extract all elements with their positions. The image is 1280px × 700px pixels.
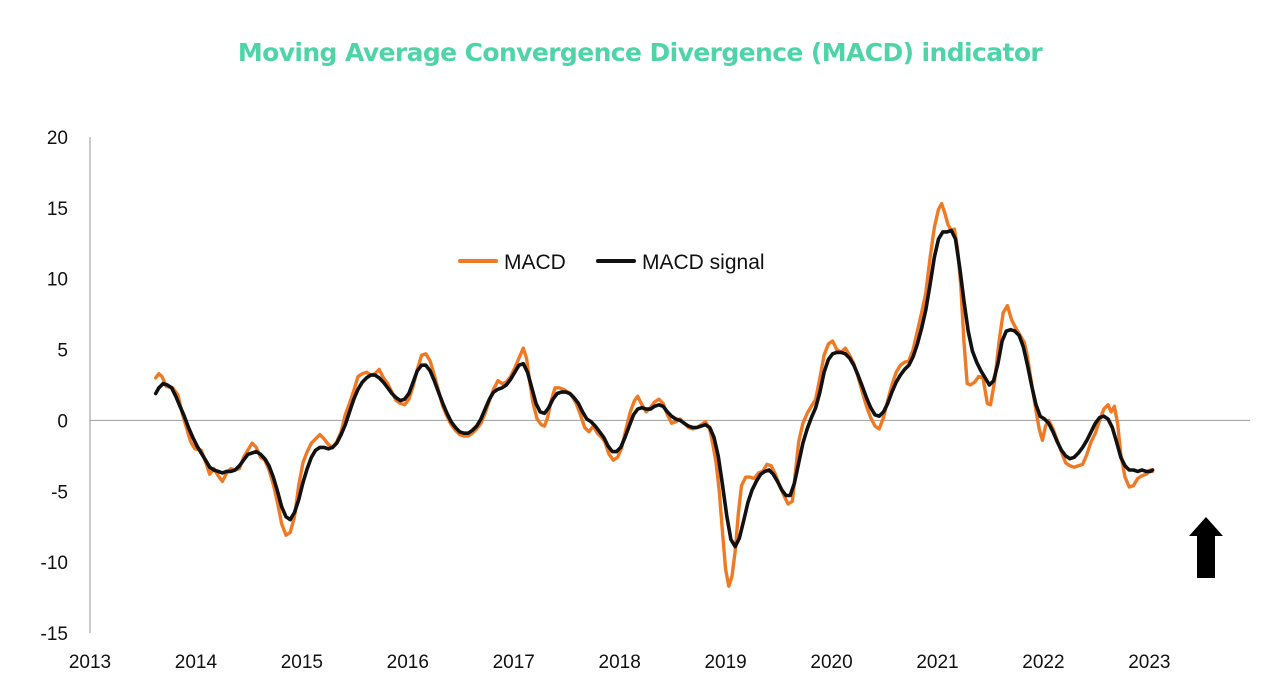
y-tick-label: 10 xyxy=(47,270,68,291)
x-tick-label: 2022 xyxy=(1022,652,1064,673)
y-axis-ticks: 20 15 10 5 0 -5 -10 -15 xyxy=(41,128,68,645)
y-tick-label: 0 xyxy=(57,411,68,432)
x-tick-label: 2014 xyxy=(175,652,218,673)
up-arrow-icon xyxy=(1189,517,1223,578)
chart-title: Moving Average Convergence Divergence (M… xyxy=(237,38,1043,67)
x-tick-label: 2019 xyxy=(704,652,746,673)
x-tick-label: 2023 xyxy=(1128,652,1170,673)
legend-label: MACD signal xyxy=(642,251,765,274)
y-tick-label: 5 xyxy=(57,341,68,362)
x-tick-label: 2016 xyxy=(387,652,429,673)
x-axis-ticks: 2013 2014 2015 2016 2017 2018 2019 2020 2021 2022… xyxy=(69,652,1171,673)
series-lines xyxy=(153,201,1155,588)
x-tick-label: 2021 xyxy=(916,652,958,673)
legend: MACD MACD signal xyxy=(458,251,765,274)
x-tick-label: 2015 xyxy=(281,652,323,673)
y-tick-label: 20 xyxy=(47,128,68,149)
x-tick-label: 2020 xyxy=(810,652,852,673)
legend-label: MACD xyxy=(504,251,566,274)
y-tick-label: -15 xyxy=(41,624,68,645)
annotation xyxy=(1189,517,1223,578)
axes xyxy=(89,137,1250,633)
series-line-macd-signal xyxy=(153,228,1155,549)
y-tick-label: -5 xyxy=(51,482,68,503)
x-tick-label: 2013 xyxy=(69,652,111,673)
y-tick-label: 15 xyxy=(47,199,68,220)
y-tick-label: -10 xyxy=(41,553,68,574)
x-tick-label: 2018 xyxy=(599,652,641,673)
x-tick-label: 2017 xyxy=(493,652,535,673)
